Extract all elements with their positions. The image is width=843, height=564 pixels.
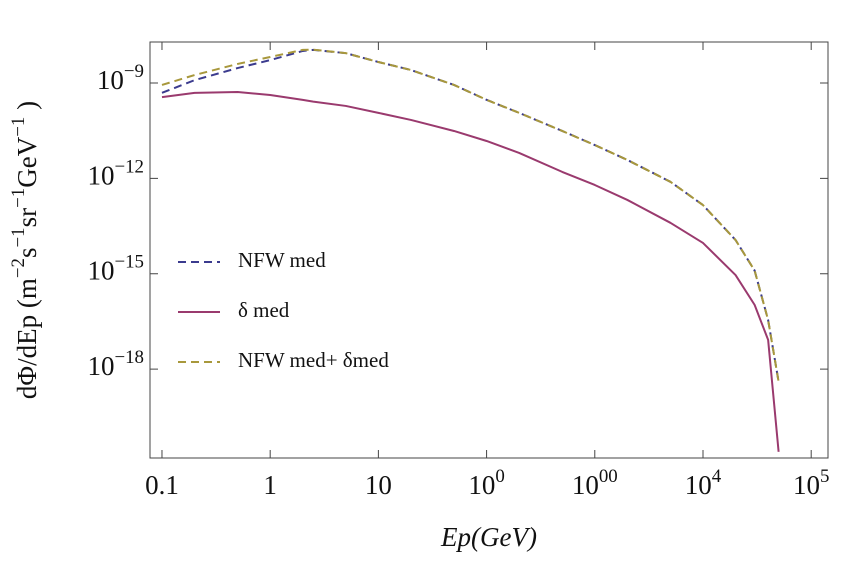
data-line [161,48,780,382]
data-line [161,48,780,382]
x-tick-label: 100 [468,466,504,500]
y-tick-label: 10−15 [87,252,144,286]
x-tick-label: 1 [263,470,277,500]
x-tick-label: 1000 [572,466,618,500]
legend-label: δ med [238,298,290,322]
legend-label: NFW med [238,248,326,272]
data-line [161,91,780,452]
y-tick-label: 10−18 [87,347,144,381]
x-axis-label: Ep(GeV) [440,522,537,552]
x-tick-label: 0.1 [145,470,179,500]
legend-label: NFW med+ δmed [238,348,389,372]
x-tick-label: 10 [365,470,392,500]
y-axis-label: dΦ/dEp (m−2s−1sr−1GeV−1 ) [8,101,42,399]
y-tick-label: 10−12 [87,156,144,190]
x-tick-label: 104 [685,466,722,500]
plot-frame [149,41,829,459]
x-tick-label: 105 [793,466,829,500]
y-tick-label: 10−9 [97,61,144,95]
